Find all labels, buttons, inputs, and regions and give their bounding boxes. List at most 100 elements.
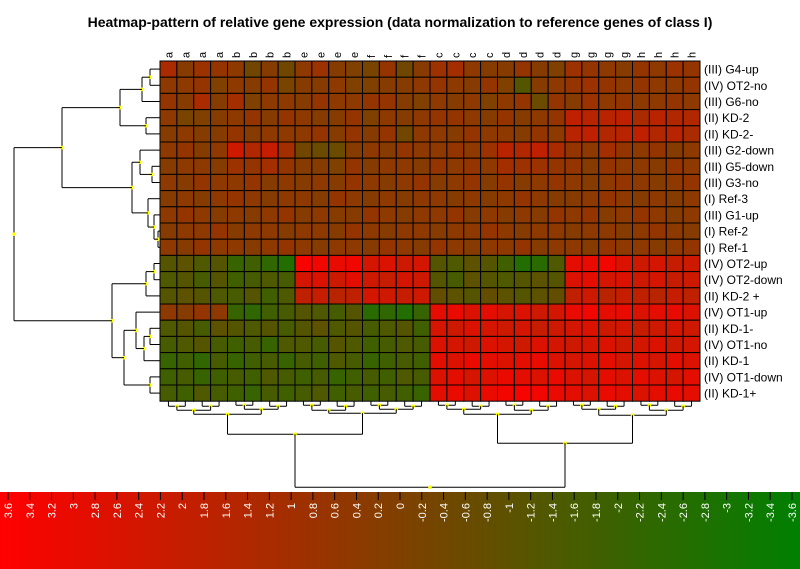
heatmap-cell	[429, 206, 448, 224]
heatmap-cell	[345, 190, 363, 208]
heatmap-cell	[243, 384, 262, 402]
heatmap-cell	[176, 384, 195, 402]
heatmap-cell	[193, 287, 212, 305]
heatmap-cell	[412, 335, 431, 354]
heatmap-cell	[362, 319, 380, 337]
heatmap-cell	[682, 206, 701, 224]
heatmap-cell	[480, 352, 498, 370]
heatmap-cell	[378, 92, 397, 111]
heatmap-cell	[513, 60, 532, 78]
heatmap-cell	[294, 141, 313, 159]
heatmap-cell	[530, 109, 549, 127]
heatmap-cell	[345, 157, 363, 175]
heatmap-cell	[227, 222, 245, 240]
heatmap-cell	[530, 76, 549, 94]
heatmap-cell	[513, 287, 532, 305]
heatmap-cell	[615, 303, 633, 321]
heatmap-cell	[615, 384, 633, 402]
heatmap-cell	[362, 109, 380, 127]
heatmap-cell	[328, 287, 347, 305]
heatmap-cell	[227, 319, 245, 337]
heatmap-cell	[378, 76, 397, 94]
heatmap-cell	[294, 238, 313, 256]
heatmap-cell	[395, 335, 414, 354]
heatmap-cell	[480, 303, 498, 321]
heatmap-cell	[243, 109, 262, 127]
heatmap-cell	[665, 254, 684, 273]
heatmap-cell	[378, 125, 397, 143]
column-label: h	[670, 52, 682, 58]
heatmap-cell	[395, 157, 414, 175]
heatmap-cell	[176, 60, 195, 78]
row-label: (IV) OT2-up	[704, 257, 768, 271]
heatmap-cell	[530, 254, 549, 273]
heatmap-cell	[429, 190, 448, 208]
heatmap-cell	[530, 206, 549, 224]
heatmap-cell	[632, 352, 650, 370]
heatmap-cell	[632, 222, 650, 240]
heatmap-cell	[378, 254, 397, 273]
heatmap-cell	[429, 368, 448, 386]
heatmap-cell	[648, 319, 667, 337]
heatmap-cell	[294, 222, 313, 240]
heatmap-cell	[243, 352, 262, 370]
heatmap-cell	[311, 384, 330, 402]
heatmap-cell	[345, 60, 363, 78]
heatmap-cell	[480, 271, 498, 289]
heatmap-cell	[362, 222, 380, 240]
heatmap-cell	[480, 125, 498, 143]
column-label: d	[552, 52, 564, 58]
heatmap-cell	[328, 319, 347, 337]
heatmap-cell	[463, 109, 482, 127]
heatmap-cell	[547, 141, 566, 159]
heatmap-cell	[564, 384, 583, 402]
heatmap-cell	[193, 254, 212, 273]
colorbar-tick-label: -1.2	[526, 503, 538, 522]
heatmap-cell	[412, 125, 431, 143]
heatmap-cell	[362, 157, 380, 175]
heatmap-cell	[463, 352, 482, 370]
heatmap-cell	[513, 384, 532, 402]
heatmap-cell	[395, 352, 414, 370]
heatmap-cell	[446, 368, 465, 386]
heatmap-cell	[362, 271, 380, 289]
heatmap-cell	[446, 222, 465, 240]
heatmap-cell	[547, 254, 566, 273]
heatmap-cell	[598, 352, 617, 370]
heatmap-cell	[446, 190, 465, 208]
heatmap-cell	[429, 76, 448, 94]
heatmap-cell	[648, 125, 667, 143]
heatmap-cell	[598, 238, 617, 256]
heatmap-cell	[547, 157, 566, 175]
heatmap-cell	[446, 287, 465, 305]
heatmap-cell	[429, 109, 448, 127]
heatmap-cell	[159, 125, 178, 143]
heatmap-cell	[412, 271, 431, 289]
heatmap-cell	[328, 157, 347, 175]
heatmap-cell	[429, 303, 448, 321]
heatmap-cell	[328, 303, 347, 321]
heatmap-cell	[547, 76, 566, 94]
heatmap-cell	[378, 335, 397, 354]
colorbar-tick-label: -0.8	[482, 503, 494, 522]
heatmap-cell	[176, 238, 195, 256]
heatmap-cell	[446, 335, 465, 354]
heatmap-cell	[497, 303, 515, 321]
heatmap-cell	[345, 206, 363, 224]
heatmap-cell	[615, 287, 633, 305]
heatmap-cell	[243, 190, 262, 208]
heatmap-cell	[159, 206, 178, 224]
heatmap-cell	[260, 303, 279, 321]
row-label: (III) G4-up	[704, 63, 759, 77]
heatmap-cell	[277, 335, 296, 354]
heatmap-cell	[564, 141, 583, 159]
heatmap-cell	[260, 125, 279, 143]
heatmap-cell	[497, 125, 515, 143]
heatmap-cell	[159, 287, 178, 305]
heatmap-cell	[176, 141, 195, 159]
heatmap-cell	[581, 125, 600, 143]
heatmap-cell	[210, 190, 228, 208]
heatmap-cell	[277, 206, 296, 224]
heatmap-cell	[345, 335, 363, 354]
